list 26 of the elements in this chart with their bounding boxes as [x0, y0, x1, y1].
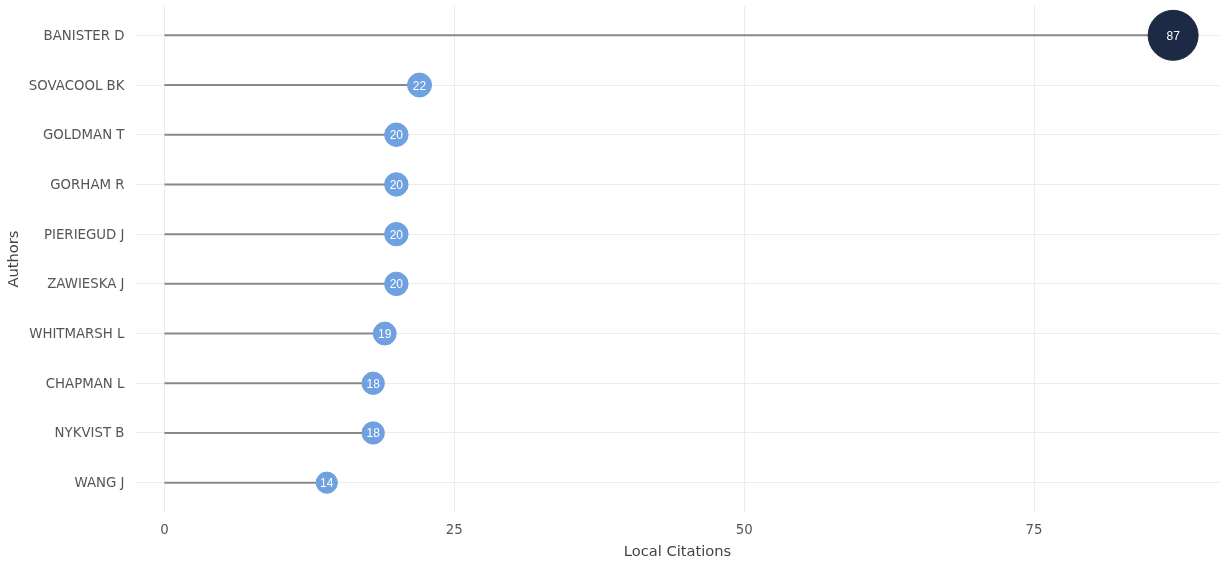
y-tick-label: GOLDMAN T	[43, 127, 126, 143]
data-label: 14	[320, 476, 334, 491]
y-tick-label: GORHAM R	[50, 176, 125, 192]
data-label: 20	[389, 227, 404, 242]
data-label: 18	[366, 426, 381, 441]
data-label: 20	[389, 128, 404, 143]
y-tick-label: PIERIEGUD J	[43, 226, 125, 242]
y-tick-label: BANISTER D	[43, 27, 125, 43]
y-axis-title: Authors	[3, 230, 21, 288]
y-tick-label: SOVACOOL BK	[28, 77, 126, 93]
x-tick-label: 50	[735, 521, 753, 537]
x-tick-label: 25	[445, 521, 463, 537]
x-axis-title: Local Citations	[623, 541, 732, 559]
data-label: 20	[389, 277, 404, 292]
x-tick-label: 0	[160, 521, 169, 537]
data-label: 20	[389, 177, 404, 192]
y-tick-label: WANG J	[74, 475, 125, 491]
y-tick-label: ZAWIESKA J	[47, 276, 125, 292]
data-label: 19	[378, 327, 392, 342]
y-tick-label: NYKVIST B	[54, 425, 125, 441]
y-tick-label: WHITMARSH L	[29, 326, 126, 342]
y-tick-label: CHAPMAN L	[45, 375, 126, 391]
data-label: 22	[412, 78, 427, 93]
x-tick-label: 75	[1025, 521, 1043, 537]
data-label: 18	[366, 376, 381, 391]
data-label: 87	[1166, 28, 1181, 43]
